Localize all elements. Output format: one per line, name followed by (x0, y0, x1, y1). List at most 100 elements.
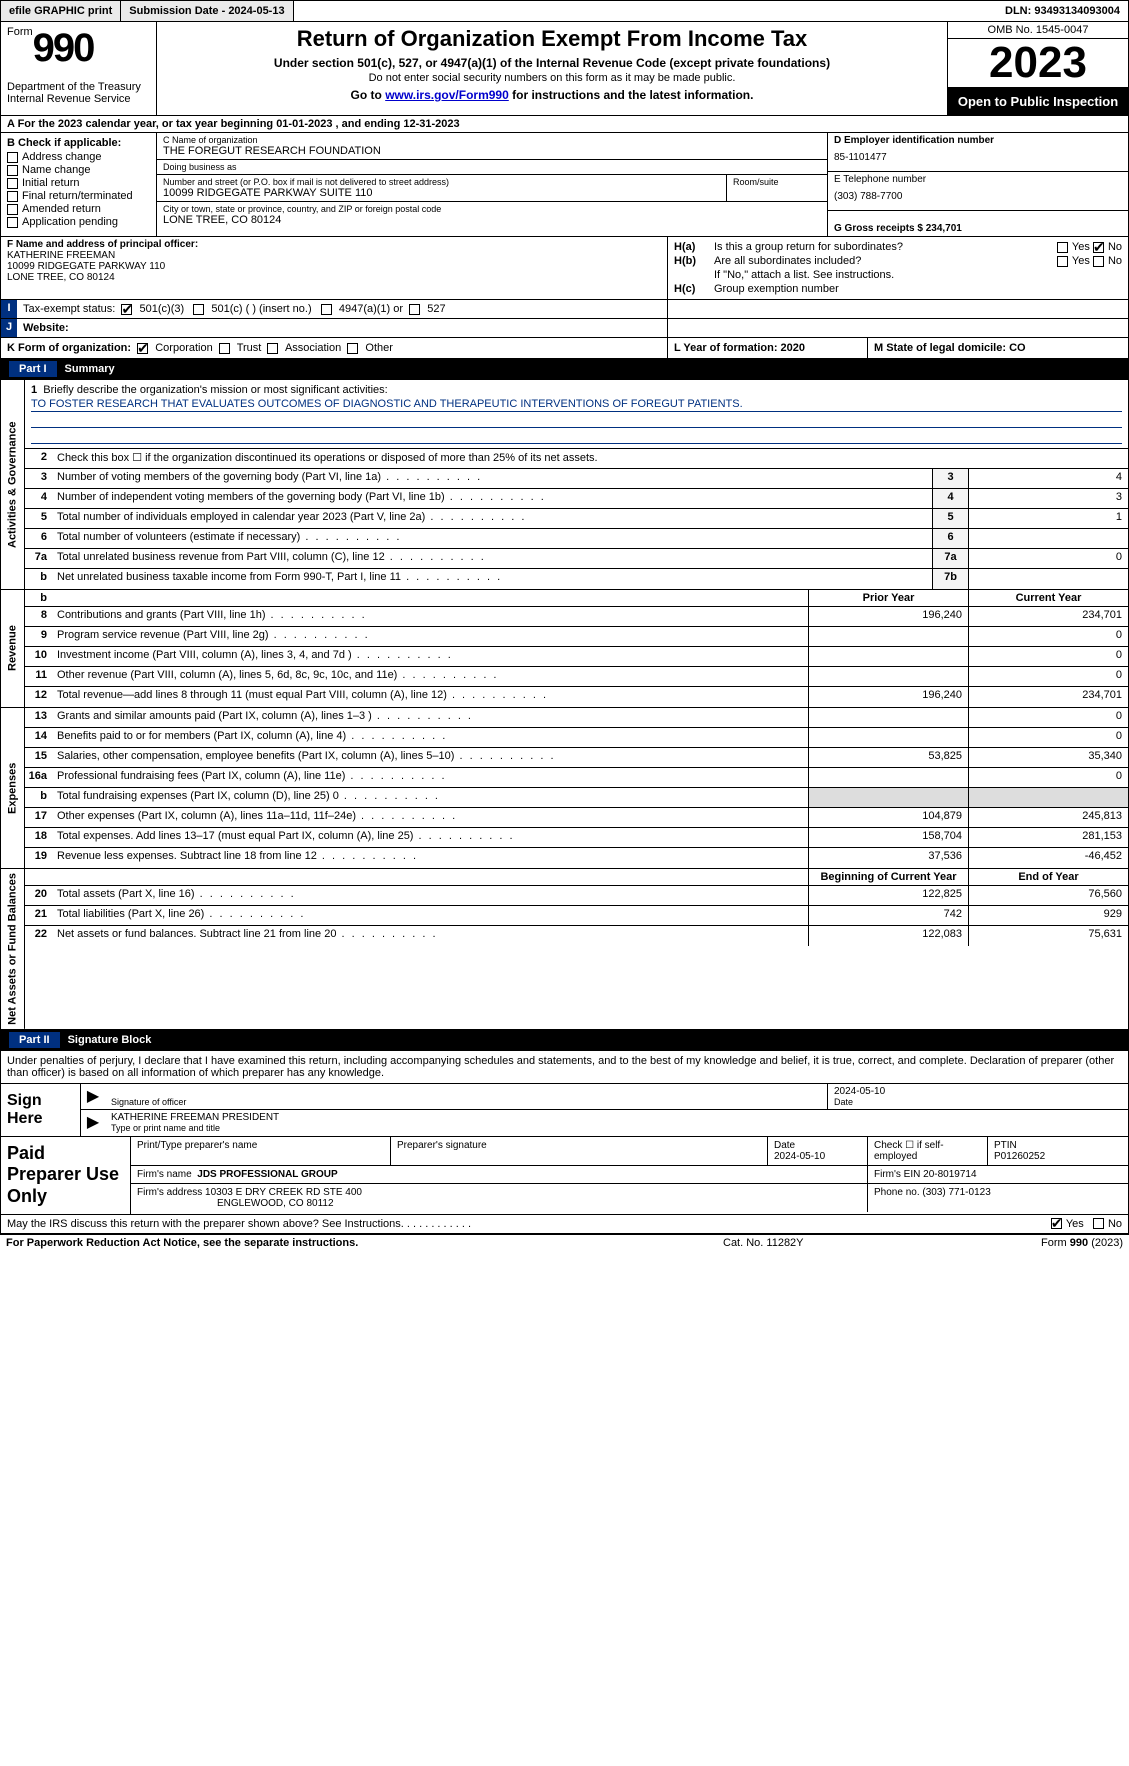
chk-initial-return[interactable]: Initial return (7, 177, 150, 189)
summary-row: 21Total liabilities (Part X, line 26)742… (25, 906, 1128, 926)
ha-yes-no[interactable]: Yes No (1057, 241, 1122, 253)
discuss-with-preparer: May the IRS discuss this return with the… (0, 1215, 1129, 1234)
chk-amended-return[interactable]: Amended return (7, 203, 150, 215)
signature-intro: Under penalties of perjury, I declare th… (0, 1051, 1129, 1084)
summary-row: 8Contributions and grants (Part VIII, li… (25, 607, 1128, 627)
box-h-group: H(a) Is this a group return for subordin… (668, 237, 1128, 299)
ptin-cell: PTINP01260252 (988, 1137, 1128, 1165)
tax-year: 2023 (948, 39, 1128, 88)
top-bar: efile GRAPHIC print Submission Date - 20… (0, 0, 1129, 22)
summary-row: 17Other expenses (Part IX, column (A), l… (25, 808, 1128, 828)
form-number: Form990 (7, 26, 150, 71)
summary-row: 3Number of voting members of the governi… (25, 469, 1128, 489)
header-title-block: Return of Organization Exempt From Incom… (157, 22, 948, 115)
revenue-col-headers: b Prior Year Current Year (25, 590, 1128, 607)
chk-trust[interactable] (219, 343, 230, 354)
expenses-section: Expenses 13Grants and similar amounts pa… (0, 708, 1129, 869)
summary-row: 2Check this box ☐ if the organization di… (25, 449, 1128, 469)
preparer-name-hdr: Print/Type preparer's name (131, 1137, 391, 1165)
vtab-expenses: Expenses (1, 708, 25, 868)
chk-final-return[interactable]: Final return/terminated (7, 190, 150, 202)
label-j: J (1, 319, 17, 337)
open-to-public: Open to Public Inspection (948, 88, 1128, 115)
chk-527[interactable] (409, 304, 420, 315)
telephone-value: (303) 788-7700 (834, 185, 1122, 208)
summary-row: bNet unrelated business taxable income f… (25, 569, 1128, 589)
row-i-tax-exempt: I Tax-exempt status: 501(c)(3) 501(c) ( … (0, 299, 1129, 318)
summary-row: 12Total revenue—add lines 8 through 11 (… (25, 687, 1128, 707)
arrow-icon: ▶ (81, 1110, 105, 1135)
prior-year-hdr: Prior Year (808, 590, 968, 606)
ssn-note: Do not enter social security numbers on … (165, 72, 939, 84)
paid-preparer-label: Paid Preparer Use Only (1, 1137, 131, 1214)
paperwork-notice: For Paperwork Reduction Act Notice, see … (6, 1237, 723, 1249)
part1-title: Summary (65, 363, 115, 375)
preparer-date: Date2024-05-10 (768, 1137, 868, 1165)
chk-corporation[interactable] (137, 343, 148, 354)
summary-row: 11Other revenue (Part VIII, column (A), … (25, 667, 1128, 687)
ein-cell: D Employer identification number 85-1101… (828, 133, 1128, 172)
self-employed-check[interactable]: Check ☐ if self-employed (868, 1137, 988, 1165)
irs-link[interactable]: www.irs.gov/Form990 (385, 88, 509, 102)
vtab-revenue: Revenue (1, 590, 25, 707)
net-col-headers: Beginning of Current Year End of Year (25, 869, 1128, 886)
dln-label: DLN: 93493134093004 (997, 3, 1128, 19)
street-address-cell: Number and street (or P.O. box if mail i… (157, 175, 727, 201)
revenue-section: Revenue b Prior Year Current Year 8Contr… (0, 590, 1129, 708)
gross-receipts-cell: G Gross receipts $ 234,701 (828, 211, 1128, 236)
box-b-checkboxes: B Check if applicable: Address change Na… (1, 133, 157, 236)
room-suite-cell: Room/suite (727, 175, 827, 201)
vtab-governance: Activities & Governance (1, 380, 25, 589)
mission-text: TO FOSTER RESEARCH THAT EVALUATES OUTCOM… (31, 398, 1122, 412)
discuss-yes-no[interactable]: Yes No (1051, 1218, 1122, 1230)
chk-address-change[interactable]: Address change (7, 151, 150, 163)
part2-header: Part II Signature Block (0, 1030, 1129, 1051)
begin-year-hdr: Beginning of Current Year (808, 869, 968, 885)
part2-title: Signature Block (68, 1034, 152, 1046)
form-title: Return of Organization Exempt From Incom… (165, 26, 939, 52)
row-klm: K Form of organization: Corporation Trus… (0, 337, 1129, 359)
org-name-cell: C Name of organization THE FOREGUT RESEA… (157, 133, 827, 160)
sign-here-block: Sign Here ▶ Signature of officer 2024-05… (0, 1084, 1129, 1137)
form-header: Form990 Department of the Treasury Inter… (0, 22, 1129, 116)
summary-row: 5Total number of individuals employed in… (25, 509, 1128, 529)
ein-value: 85-1101477 (834, 146, 1122, 169)
street-address: 10099 RIDGEGATE PARKWAY SUITE 110 (163, 187, 720, 199)
chk-501c3[interactable] (121, 304, 132, 315)
catalog-number: Cat. No. 11282Y (723, 1237, 923, 1249)
chk-name-change[interactable]: Name change (7, 164, 150, 176)
summary-row: bTotal fundraising expenses (Part IX, co… (25, 788, 1128, 808)
officer-name-title: KATHERINE FREEMAN PRESIDENT Type or prin… (105, 1110, 1128, 1135)
chk-4947[interactable] (321, 304, 332, 315)
box-c-org-info: C Name of organization THE FOREGUT RESEA… (157, 133, 828, 236)
current-year-hdr: Current Year (968, 590, 1128, 606)
officer-addr1: 10099 RIDGEGATE PARKWAY 110 (7, 261, 661, 272)
net-assets-section: Net Assets or Fund Balances Beginning of… (0, 869, 1129, 1030)
hb-yes-no[interactable]: Yes No (1057, 255, 1122, 267)
officer-name: KATHERINE FREEMAN (7, 250, 661, 261)
signature-date: 2024-05-10 Date (828, 1084, 1128, 1109)
label-i: I (1, 300, 17, 318)
chk-501c[interactable] (193, 304, 204, 315)
omb-number: OMB No. 1545-0047 (948, 22, 1128, 39)
department-label: Department of the Treasury Internal Reve… (7, 81, 150, 105)
form-page-ref: Form 990 (2023) (923, 1237, 1123, 1249)
summary-row: 22Net assets or fund balances. Subtract … (25, 926, 1128, 946)
vtab-net-assets: Net Assets or Fund Balances (1, 869, 25, 1029)
form-subtitle: Under section 501(c), 527, or 4947(a)(1)… (165, 56, 939, 70)
officer-addr2: LONE TREE, CO 80124 (7, 272, 661, 283)
box-d-ein-tel: D Employer identification number 85-1101… (828, 133, 1128, 236)
chk-application-pending[interactable]: Application pending (7, 216, 150, 228)
governance-section: Activities & Governance 1 Briefly descri… (0, 380, 1129, 590)
summary-row: 4Number of independent voting members of… (25, 489, 1128, 509)
website-field: Website: (17, 319, 668, 337)
chk-other[interactable] (347, 343, 358, 354)
summary-row: 14Benefits paid to or for members (Part … (25, 728, 1128, 748)
firm-phone: Phone no. (303) 771-0123 (868, 1184, 1128, 1212)
header-left: Form990 Department of the Treasury Inter… (1, 22, 157, 115)
form-of-organization: K Form of organization: Corporation Trus… (1, 338, 668, 358)
efile-print-button[interactable]: efile GRAPHIC print (1, 1, 121, 21)
year-of-formation: L Year of formation: 2020 (668, 338, 868, 358)
summary-row: 6Total number of volunteers (estimate if… (25, 529, 1128, 549)
chk-association[interactable] (267, 343, 278, 354)
